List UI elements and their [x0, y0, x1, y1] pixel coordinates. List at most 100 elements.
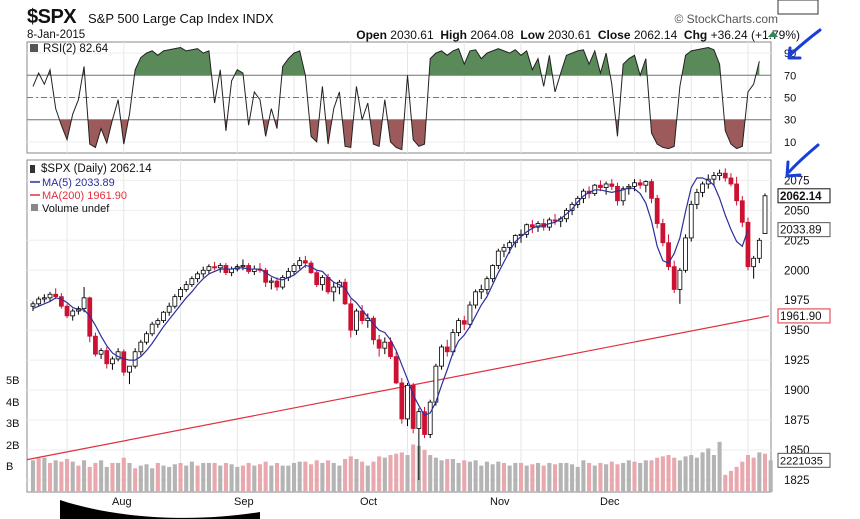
close-badge-text: 2062.14: [780, 191, 822, 203]
candle-body: [178, 289, 183, 298]
candle: [217, 263, 223, 273]
volume-bar: [240, 465, 245, 492]
candle-body: [456, 320, 461, 333]
volume-bar: [201, 462, 206, 492]
candle-body: [376, 339, 382, 349]
candle-body: [524, 224, 530, 235]
volume-bar: [672, 457, 677, 492]
chart-symbol: $SPX: [27, 6, 77, 28]
volume-bar: [257, 464, 263, 492]
candle-body: [342, 281, 348, 305]
volume-bar: [643, 460, 648, 492]
volume-bar: [382, 457, 387, 492]
volume-bar: [36, 457, 41, 492]
volume-bar: [541, 465, 546, 492]
volume-y-tick: B: [6, 461, 13, 473]
candle: [30, 301, 36, 312]
candle-body: [473, 291, 478, 306]
candle: [722, 168, 728, 182]
volume-bar: [734, 466, 739, 492]
rsi-legend-swatch: [30, 44, 38, 52]
volume-bar: [337, 465, 342, 492]
volume-bar: [195, 465, 200, 492]
volume-bar: [138, 465, 143, 492]
volume-bar: [291, 462, 297, 492]
volume-bar: [399, 452, 404, 492]
candle-body: [382, 341, 388, 349]
volume-bar: [484, 461, 489, 492]
candle-body: [110, 358, 115, 365]
volume-bar: [587, 462, 592, 492]
volume-bar: [371, 461, 376, 492]
volume-bar: [53, 460, 58, 492]
candle: [666, 234, 671, 271]
candle: [280, 275, 286, 290]
candle: [484, 276, 490, 295]
candle-body: [161, 311, 166, 322]
candle: [359, 305, 365, 325]
candle-body: [127, 365, 132, 373]
price-y-tick: 1825: [784, 475, 810, 487]
volume-bar: [388, 455, 393, 492]
volume-bar: [473, 460, 478, 492]
candle-body: [745, 221, 751, 268]
volume-bar: [462, 460, 467, 492]
candle: [700, 181, 705, 198]
volume-bar: [604, 464, 609, 492]
candle-body: [41, 297, 47, 300]
volume-bar: [47, 462, 53, 492]
ma5-line: [32, 177, 749, 417]
volume-bar: [360, 461, 365, 492]
candle: [110, 356, 115, 370]
candle: [155, 318, 161, 328]
candle-body: [348, 303, 354, 331]
candle-body: [683, 237, 688, 271]
volume-bar: [575, 466, 580, 492]
volume-bar: [343, 459, 348, 492]
volume-y-tick: 5B: [6, 375, 19, 387]
volume-bar: [252, 465, 257, 492]
volume-bar: [116, 462, 121, 492]
candle: [495, 248, 501, 270]
volume-bar: [422, 449, 427, 492]
candle: [615, 182, 620, 206]
candle-body: [615, 185, 620, 202]
ma200-badge: [777, 308, 831, 324]
candle: [64, 303, 70, 319]
rsi-label: RSI(2) 82.64: [43, 43, 109, 55]
candle: [734, 176, 740, 206]
volume-y-tick: 2B: [6, 440, 19, 452]
candle: [149, 321, 155, 337]
volume-bar: [184, 465, 189, 492]
candle-body: [399, 382, 405, 420]
volume-y-tick: 3B: [6, 418, 19, 430]
candle-body: [739, 200, 745, 223]
candle-body: [314, 272, 320, 286]
volume-bar: [411, 444, 416, 492]
candle-body: [751, 257, 757, 268]
candle-body: [47, 293, 53, 299]
candle: [439, 344, 444, 370]
high-label: High: [440, 28, 468, 42]
volume-bar: [30, 460, 36, 492]
candle: [41, 294, 47, 303]
site-credit[interactable]: © StockCharts.com: [674, 12, 778, 26]
volume-legend-label: Volume undef: [42, 203, 110, 215]
volume-bar: [229, 464, 234, 492]
candle: [47, 291, 53, 302]
candle: [87, 296, 93, 343]
volume-bar: [206, 462, 211, 492]
candle: [609, 179, 615, 190]
volume-bar: [677, 460, 682, 492]
candle-body: [410, 384, 416, 429]
volume-bar: [621, 462, 626, 492]
candle: [297, 257, 303, 270]
candle-body: [64, 305, 70, 317]
volume-bar: [93, 462, 98, 492]
candle-body: [478, 289, 484, 293]
rsi-oversold-fill: [59, 119, 746, 150]
candle: [121, 349, 127, 376]
annotation-arrowhead-icon: [787, 46, 802, 60]
candle: [183, 281, 189, 292]
volume-bar: [700, 452, 705, 492]
